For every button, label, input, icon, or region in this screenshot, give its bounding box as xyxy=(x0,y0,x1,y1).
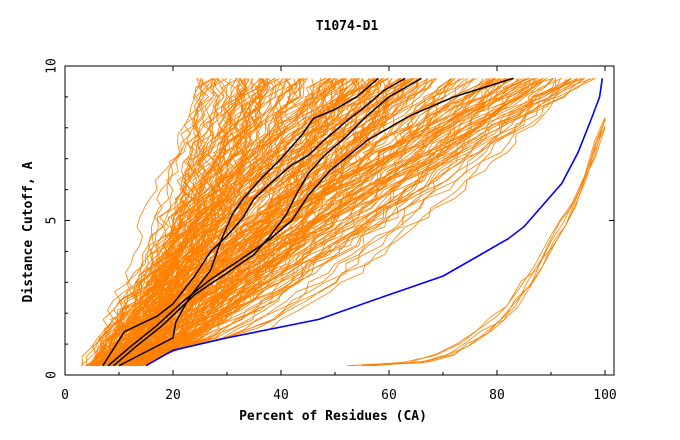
orange-series-line xyxy=(143,78,524,367)
orange-series-line xyxy=(90,78,299,367)
orange-series-line xyxy=(92,78,333,366)
orange-series-line xyxy=(133,78,500,367)
orange-series-line xyxy=(143,78,562,367)
orange-series-line xyxy=(126,78,292,366)
orange-series-line xyxy=(128,78,562,367)
orange-series-line xyxy=(91,78,544,366)
orange-series-line xyxy=(143,78,511,367)
orange-series-line xyxy=(137,78,419,367)
x-tick-label: 20 xyxy=(165,388,181,403)
orange-series-line xyxy=(105,78,239,366)
orange-series-line xyxy=(124,78,204,367)
orange-series-line xyxy=(114,78,429,366)
orange-series-line xyxy=(96,78,469,367)
orange-series-line xyxy=(107,78,527,367)
x-tick-label: 40 xyxy=(273,388,289,403)
orange-series-line xyxy=(102,78,375,366)
lower-cluster-line xyxy=(361,125,606,367)
orange-series-line xyxy=(130,78,269,366)
x-tick-label: 60 xyxy=(381,388,397,403)
orange-series-line xyxy=(111,78,388,367)
orange-series-line xyxy=(142,78,530,366)
orange-series-line xyxy=(105,78,531,367)
x-axis-label: Percent of Residues (CA) xyxy=(239,409,427,424)
orange-series-line xyxy=(131,78,335,366)
orange-series-line xyxy=(143,78,548,367)
orange-series-line xyxy=(130,78,361,367)
orange-series-line xyxy=(128,78,496,366)
blue-series-line xyxy=(145,78,604,367)
orange-series-line xyxy=(120,78,344,367)
y-tick-label: 0 xyxy=(45,371,60,379)
orange-series-line xyxy=(126,78,393,367)
orange-series-line xyxy=(91,78,213,366)
black-series-line xyxy=(102,77,406,367)
orange-series-line xyxy=(94,78,304,366)
orange-series-line xyxy=(132,78,301,367)
orange-series-line xyxy=(86,78,327,367)
orange-series-line xyxy=(81,78,345,366)
lower-cluster-line xyxy=(347,117,606,367)
orange-series-line xyxy=(143,78,553,367)
y-tick-label: 10 xyxy=(45,58,60,74)
orange-series-line xyxy=(97,78,253,367)
orange-series-line xyxy=(115,78,556,367)
lower-cluster-line xyxy=(373,120,606,367)
orange-series-line xyxy=(135,78,403,367)
lower-cluster-line xyxy=(369,120,606,367)
y-tick-label: 5 xyxy=(45,217,60,225)
orange-series-line xyxy=(126,78,262,367)
black-series-line xyxy=(113,77,422,367)
orange-series-line xyxy=(99,78,478,366)
orange-series-line xyxy=(143,78,518,367)
orange-series-line xyxy=(95,78,280,366)
lower-cluster-group xyxy=(347,117,606,367)
y-axis-label: Distance Cutoff, A xyxy=(21,161,36,302)
orange-series-line xyxy=(137,78,594,367)
orange-series-line xyxy=(115,78,544,367)
highlight-series-group xyxy=(102,77,604,367)
orange-series-line xyxy=(136,78,502,367)
orange-series-line xyxy=(131,78,465,367)
orange-series-line xyxy=(122,78,572,367)
chart-title: T1074-D1 xyxy=(316,19,379,34)
orange-series-line xyxy=(143,78,329,367)
orange-series-group xyxy=(80,78,597,367)
x-tick-label: 80 xyxy=(489,388,505,403)
x-tick-label: 100 xyxy=(593,388,616,403)
black-series-line xyxy=(118,77,379,367)
axis-ticks-group: 0 20 40 60 80 100 0 5 10 xyxy=(45,58,617,403)
x-tick-label: 0 xyxy=(61,388,69,403)
black-series-line xyxy=(107,77,514,367)
orange-series-line xyxy=(106,78,344,367)
orange-series-line xyxy=(143,78,534,367)
